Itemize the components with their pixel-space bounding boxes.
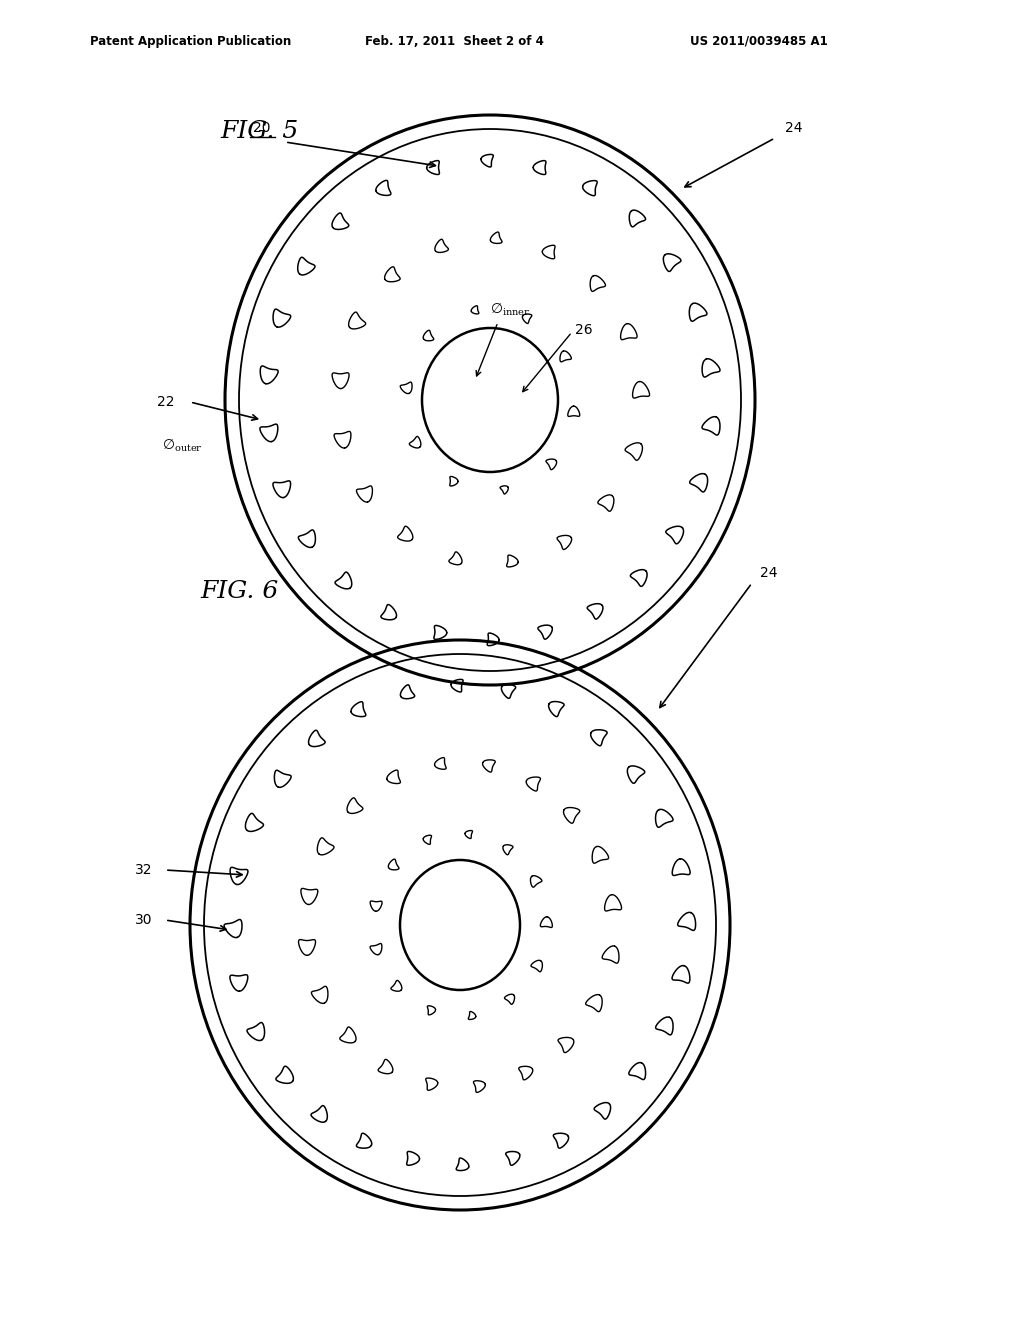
- Text: 22: 22: [158, 395, 175, 409]
- Text: $\emptyset_{\mathregular{inner}}$: $\emptyset_{\mathregular{inner}}$: [490, 301, 530, 318]
- Text: Feb. 17, 2011  Sheet 2 of 4: Feb. 17, 2011 Sheet 2 of 4: [365, 36, 544, 48]
- Text: 30: 30: [134, 913, 152, 927]
- Text: 20: 20: [253, 121, 270, 135]
- Text: FIG. 6: FIG. 6: [200, 579, 279, 603]
- Text: $\emptyset_{\mathregular{outer}}$: $\emptyset_{\mathregular{outer}}$: [162, 438, 203, 454]
- Text: 24: 24: [785, 121, 803, 135]
- Text: 24: 24: [760, 566, 777, 579]
- Text: FIG. 5: FIG. 5: [220, 120, 298, 143]
- Text: 26: 26: [575, 323, 593, 337]
- Text: 32: 32: [134, 863, 152, 876]
- Text: Patent Application Publication: Patent Application Publication: [90, 36, 291, 48]
- Text: US 2011/0039485 A1: US 2011/0039485 A1: [690, 36, 827, 48]
